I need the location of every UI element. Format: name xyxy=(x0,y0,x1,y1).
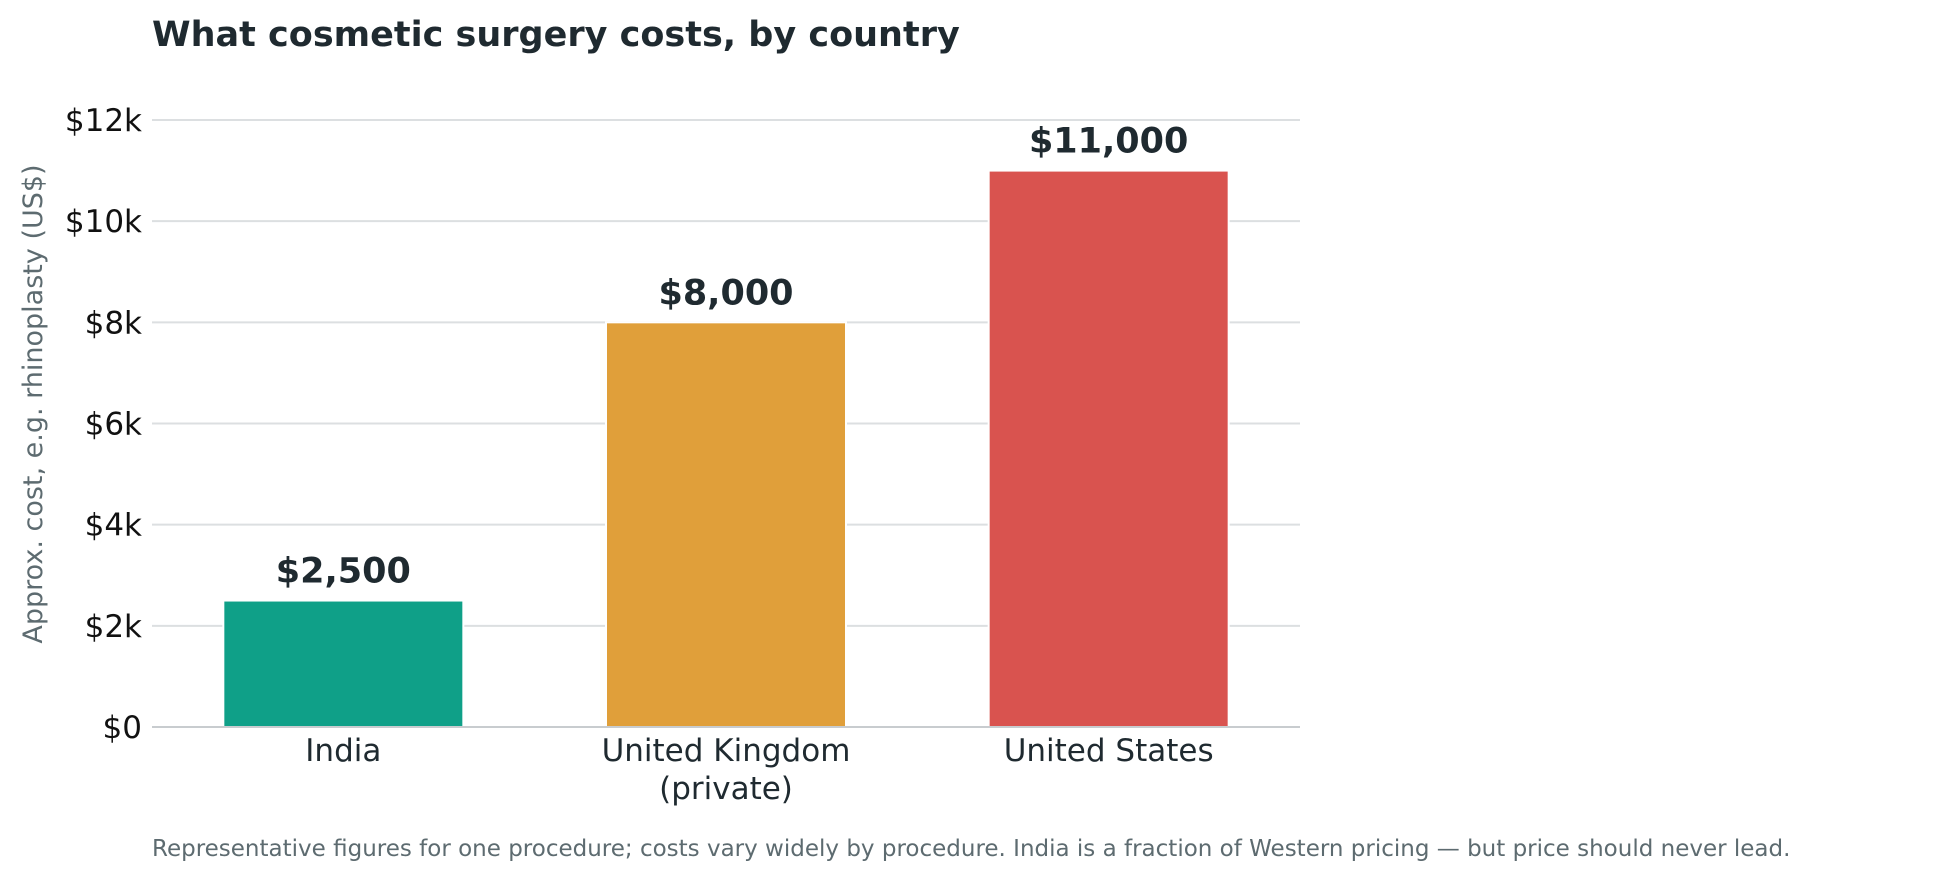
x-tick-label: United States xyxy=(1004,733,1214,769)
bar xyxy=(987,169,1230,729)
x-tick-label: India xyxy=(305,733,381,769)
chart-title: What cosmetic surgery costs, by country xyxy=(152,15,960,55)
y-tick-labels: $0 $2k $4k $6k $8k $10k $12k xyxy=(65,103,142,746)
bar-value-label: $11,000 xyxy=(1029,122,1188,162)
y-axis-label: Approx. cost, e.g. rhinoplasty (US$) xyxy=(18,164,49,643)
bar xyxy=(605,321,847,728)
x-tick-label: (private) xyxy=(659,771,793,807)
y-tick-label: $0 xyxy=(103,710,142,746)
bar xyxy=(222,599,465,729)
x-tick-labels: India United Kingdom(private) United State… xyxy=(305,733,1213,807)
x-tick-label: United Kingdom xyxy=(602,733,851,769)
value-labels: $2,500 $8,000 $11,000 xyxy=(276,122,1189,592)
y-tick-label: $12k xyxy=(65,103,142,139)
y-tick-label: $6k xyxy=(85,407,142,443)
bar-value-label: $8,000 xyxy=(658,273,793,313)
y-tick-label: $2k xyxy=(85,609,142,645)
y-tick-label: $10k xyxy=(65,204,142,240)
bars xyxy=(222,169,1230,729)
y-tick-label: $4k xyxy=(85,508,142,544)
y-tick-label: $8k xyxy=(85,305,142,341)
bar-value-label: $2,500 xyxy=(276,552,411,592)
footnote: Representative figures for one procedure… xyxy=(152,836,1790,862)
